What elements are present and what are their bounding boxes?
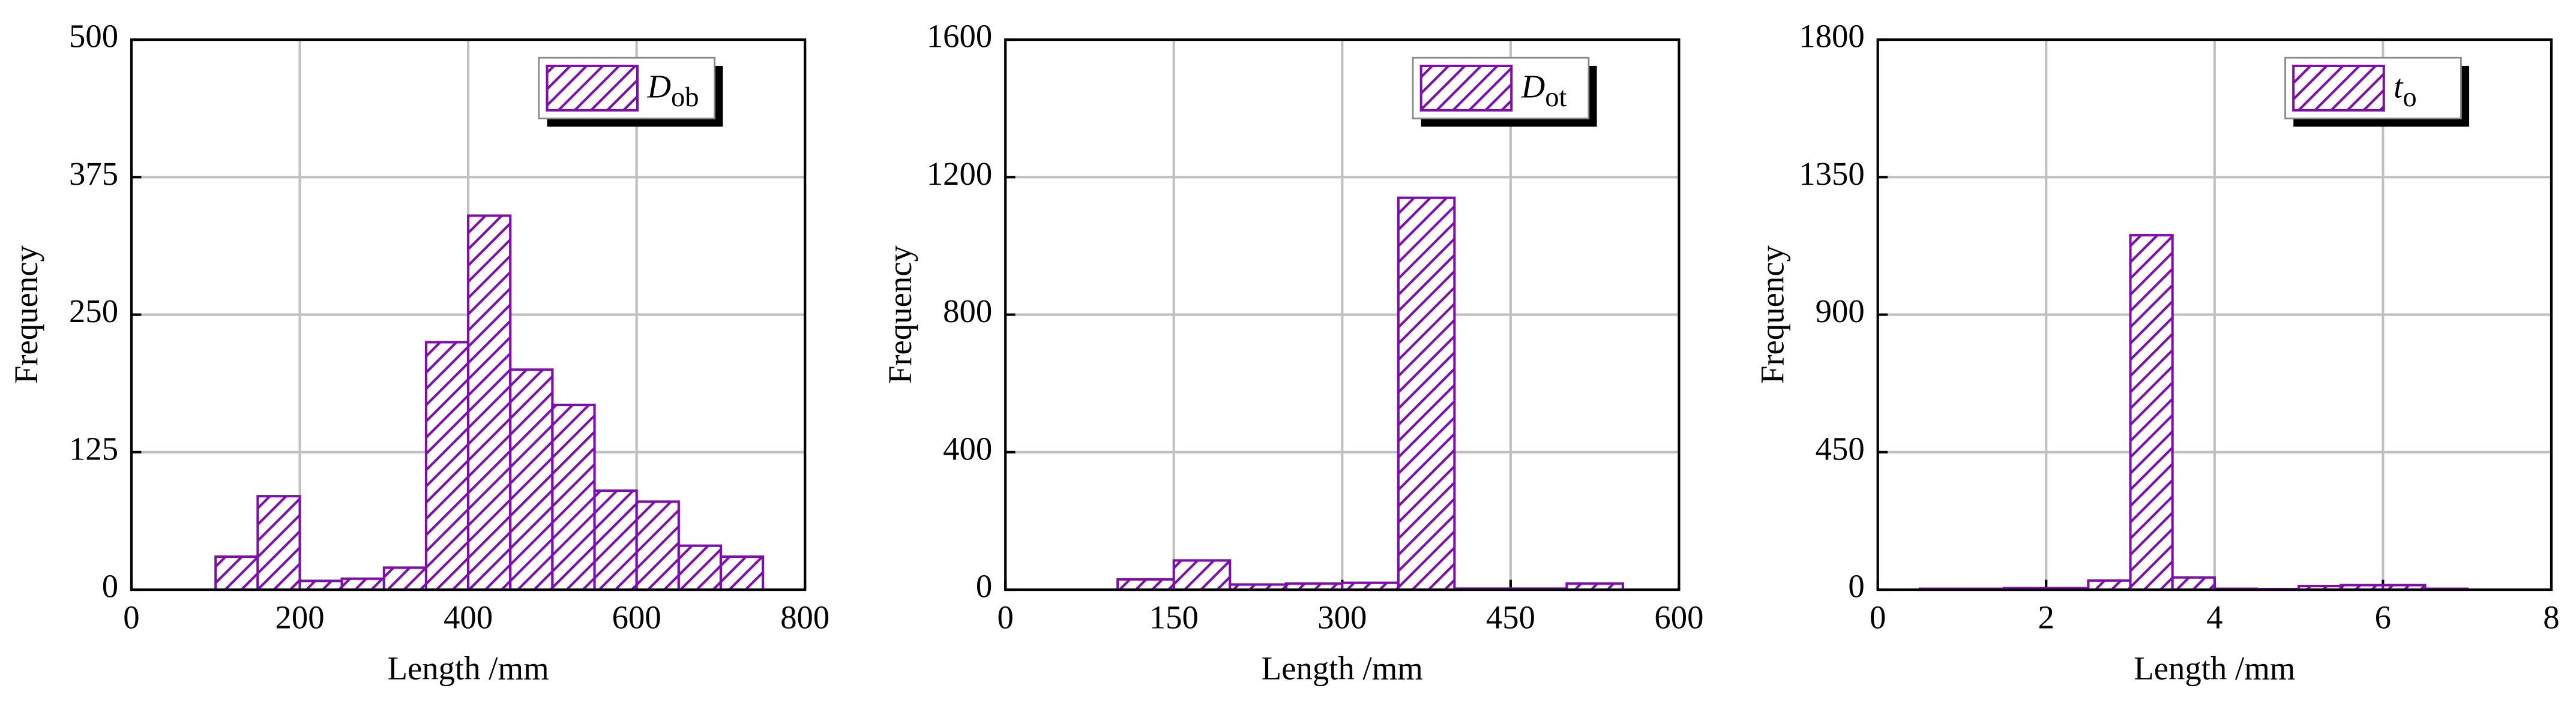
- bar: [1172, 559, 1232, 591]
- x-tick-label: 0: [1870, 599, 1886, 636]
- x-tick-label: 4: [2206, 599, 2222, 636]
- x-axis-label: Length /mm: [2134, 650, 2295, 687]
- y-tick-label: 375: [69, 155, 118, 192]
- x-tick-label: 600: [1654, 599, 1703, 636]
- y-tick-label: 1350: [1799, 155, 1864, 192]
- bar: [256, 495, 301, 591]
- legend-subscript: o: [2403, 82, 2416, 113]
- bar: [214, 555, 259, 591]
- x-tick-label: 0: [123, 599, 139, 636]
- y-tick-label: 400: [943, 430, 992, 467]
- bar: [677, 544, 723, 591]
- legend-swatch: [2292, 64, 2385, 112]
- y-tick-label: 1600: [927, 18, 992, 55]
- legend-label: Dot: [1521, 68, 1567, 113]
- x-tick-label: 2: [2038, 599, 2054, 636]
- x-tick-label: 200: [275, 599, 324, 636]
- bar: [1397, 196, 1456, 591]
- chart-panel: 0 125 250 375 500 0 200 400 600 800 Length /mm Freq…: [8, 18, 829, 687]
- legend-text: t: [2394, 68, 2404, 104]
- x-tick-label: 450: [1486, 599, 1535, 636]
- bar: [2129, 234, 2174, 591]
- x-axis-label: Length /mm: [1262, 650, 1423, 687]
- bar: [719, 555, 765, 591]
- x-tick-label: 300: [1317, 599, 1367, 636]
- bar: [509, 368, 554, 591]
- x-tick-label: 400: [444, 599, 493, 636]
- y-tick-label: 450: [1816, 430, 1865, 467]
- y-axis-label: Frequency: [882, 245, 918, 384]
- legend-label: Dob: [646, 68, 699, 113]
- y-tick-label: 0: [1848, 568, 1864, 605]
- y-tick-label: 250: [69, 293, 118, 329]
- chart-panel: 0 450 900 1350 1800 0 2 4 6 8 Length /mm Frequency t…: [1754, 18, 2560, 687]
- bar: [424, 341, 470, 591]
- bar: [467, 214, 512, 591]
- chart-panel: 0 400 800 1200 1600 0 150 300 450 600 Length /mm Fr…: [882, 18, 1703, 687]
- x-axis-label: Length /mm: [388, 650, 549, 687]
- y-tick-label: 0: [976, 568, 992, 605]
- x-tick-label: 6: [2375, 599, 2391, 636]
- x-tick-label: 8: [2543, 599, 2559, 636]
- y-tick-label: 1800: [1799, 18, 1864, 55]
- legend-subscript: ob: [671, 82, 699, 113]
- bar: [298, 579, 343, 591]
- x-tick-label: 800: [780, 599, 829, 636]
- bar: [551, 403, 596, 591]
- x-tick-label: 0: [998, 599, 1014, 636]
- legend-label: to: [2394, 68, 2416, 113]
- x-tick-label: 600: [612, 599, 661, 636]
- y-tick-label: 0: [102, 568, 118, 605]
- y-axis-label: Frequency: [1754, 245, 1791, 384]
- x-tick-label: 150: [1149, 599, 1199, 636]
- legend-subscript: ot: [1545, 82, 1566, 113]
- bar: [382, 566, 428, 591]
- plot-frame: [130, 38, 807, 591]
- y-axis-label: Frequency: [8, 245, 44, 384]
- legend-swatch: [546, 64, 639, 112]
- legend-swatch: [1419, 64, 1513, 112]
- y-tick-label: 900: [1816, 293, 1865, 329]
- bar: [2171, 576, 2216, 591]
- bar: [2087, 579, 2132, 591]
- bar: [635, 500, 680, 591]
- y-tick-label: 800: [943, 293, 992, 329]
- bar: [593, 489, 638, 591]
- y-tick-label: 1200: [927, 155, 992, 192]
- legend-text: D: [646, 68, 671, 104]
- y-tick-label: 500: [69, 18, 118, 55]
- bar: [340, 577, 385, 591]
- plot-frame: [1004, 38, 1681, 591]
- y-tick-label: 125: [69, 430, 118, 467]
- plot-frame: [1876, 38, 2553, 591]
- legend-text: D: [1521, 68, 1545, 104]
- bar: [1116, 578, 1175, 591]
